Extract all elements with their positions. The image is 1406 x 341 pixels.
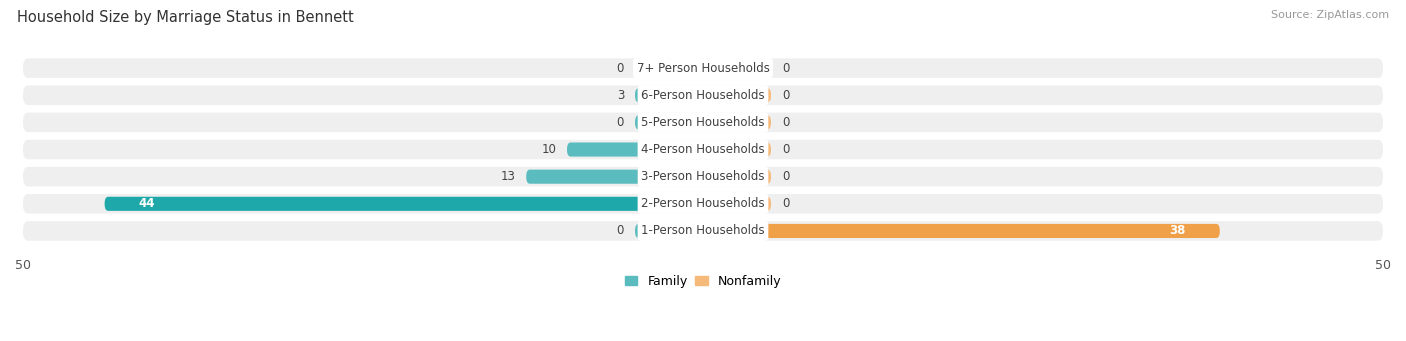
FancyBboxPatch shape [22,194,1384,213]
Text: 3-Person Households: 3-Person Households [641,170,765,183]
Legend: Family, Nonfamily: Family, Nonfamily [620,270,786,293]
Text: 3: 3 [617,89,624,102]
FancyBboxPatch shape [636,88,703,102]
Text: 10: 10 [541,143,557,156]
FancyBboxPatch shape [22,58,1384,78]
FancyBboxPatch shape [22,221,1384,241]
Text: 0: 0 [617,116,624,129]
FancyBboxPatch shape [703,143,770,157]
FancyBboxPatch shape [636,61,703,75]
Text: 0: 0 [782,116,789,129]
Text: 0: 0 [782,197,789,210]
FancyBboxPatch shape [22,140,1384,159]
Text: 13: 13 [501,170,516,183]
Text: 5-Person Households: 5-Person Households [641,116,765,129]
FancyBboxPatch shape [104,197,703,211]
Text: 0: 0 [782,143,789,156]
FancyBboxPatch shape [636,224,703,238]
Text: 0: 0 [617,224,624,237]
FancyBboxPatch shape [703,169,770,184]
Text: 2-Person Households: 2-Person Households [641,197,765,210]
FancyBboxPatch shape [567,143,703,157]
Text: Source: ZipAtlas.com: Source: ZipAtlas.com [1271,10,1389,20]
Text: 7+ Person Households: 7+ Person Households [637,62,769,75]
FancyBboxPatch shape [703,88,770,102]
Text: 0: 0 [617,62,624,75]
Text: 0: 0 [782,170,789,183]
Text: Household Size by Marriage Status in Bennett: Household Size by Marriage Status in Ben… [17,10,354,25]
FancyBboxPatch shape [526,169,703,184]
Text: 0: 0 [782,89,789,102]
FancyBboxPatch shape [636,115,703,130]
FancyBboxPatch shape [703,224,1220,238]
Text: 38: 38 [1170,224,1185,237]
FancyBboxPatch shape [22,86,1384,105]
Text: 4-Person Households: 4-Person Households [641,143,765,156]
Text: 0: 0 [782,62,789,75]
FancyBboxPatch shape [22,167,1384,187]
FancyBboxPatch shape [22,113,1384,132]
FancyBboxPatch shape [703,115,770,130]
Text: 1-Person Households: 1-Person Households [641,224,765,237]
Text: 44: 44 [139,197,155,210]
FancyBboxPatch shape [703,197,770,211]
FancyBboxPatch shape [703,61,770,75]
Text: 6-Person Households: 6-Person Households [641,89,765,102]
